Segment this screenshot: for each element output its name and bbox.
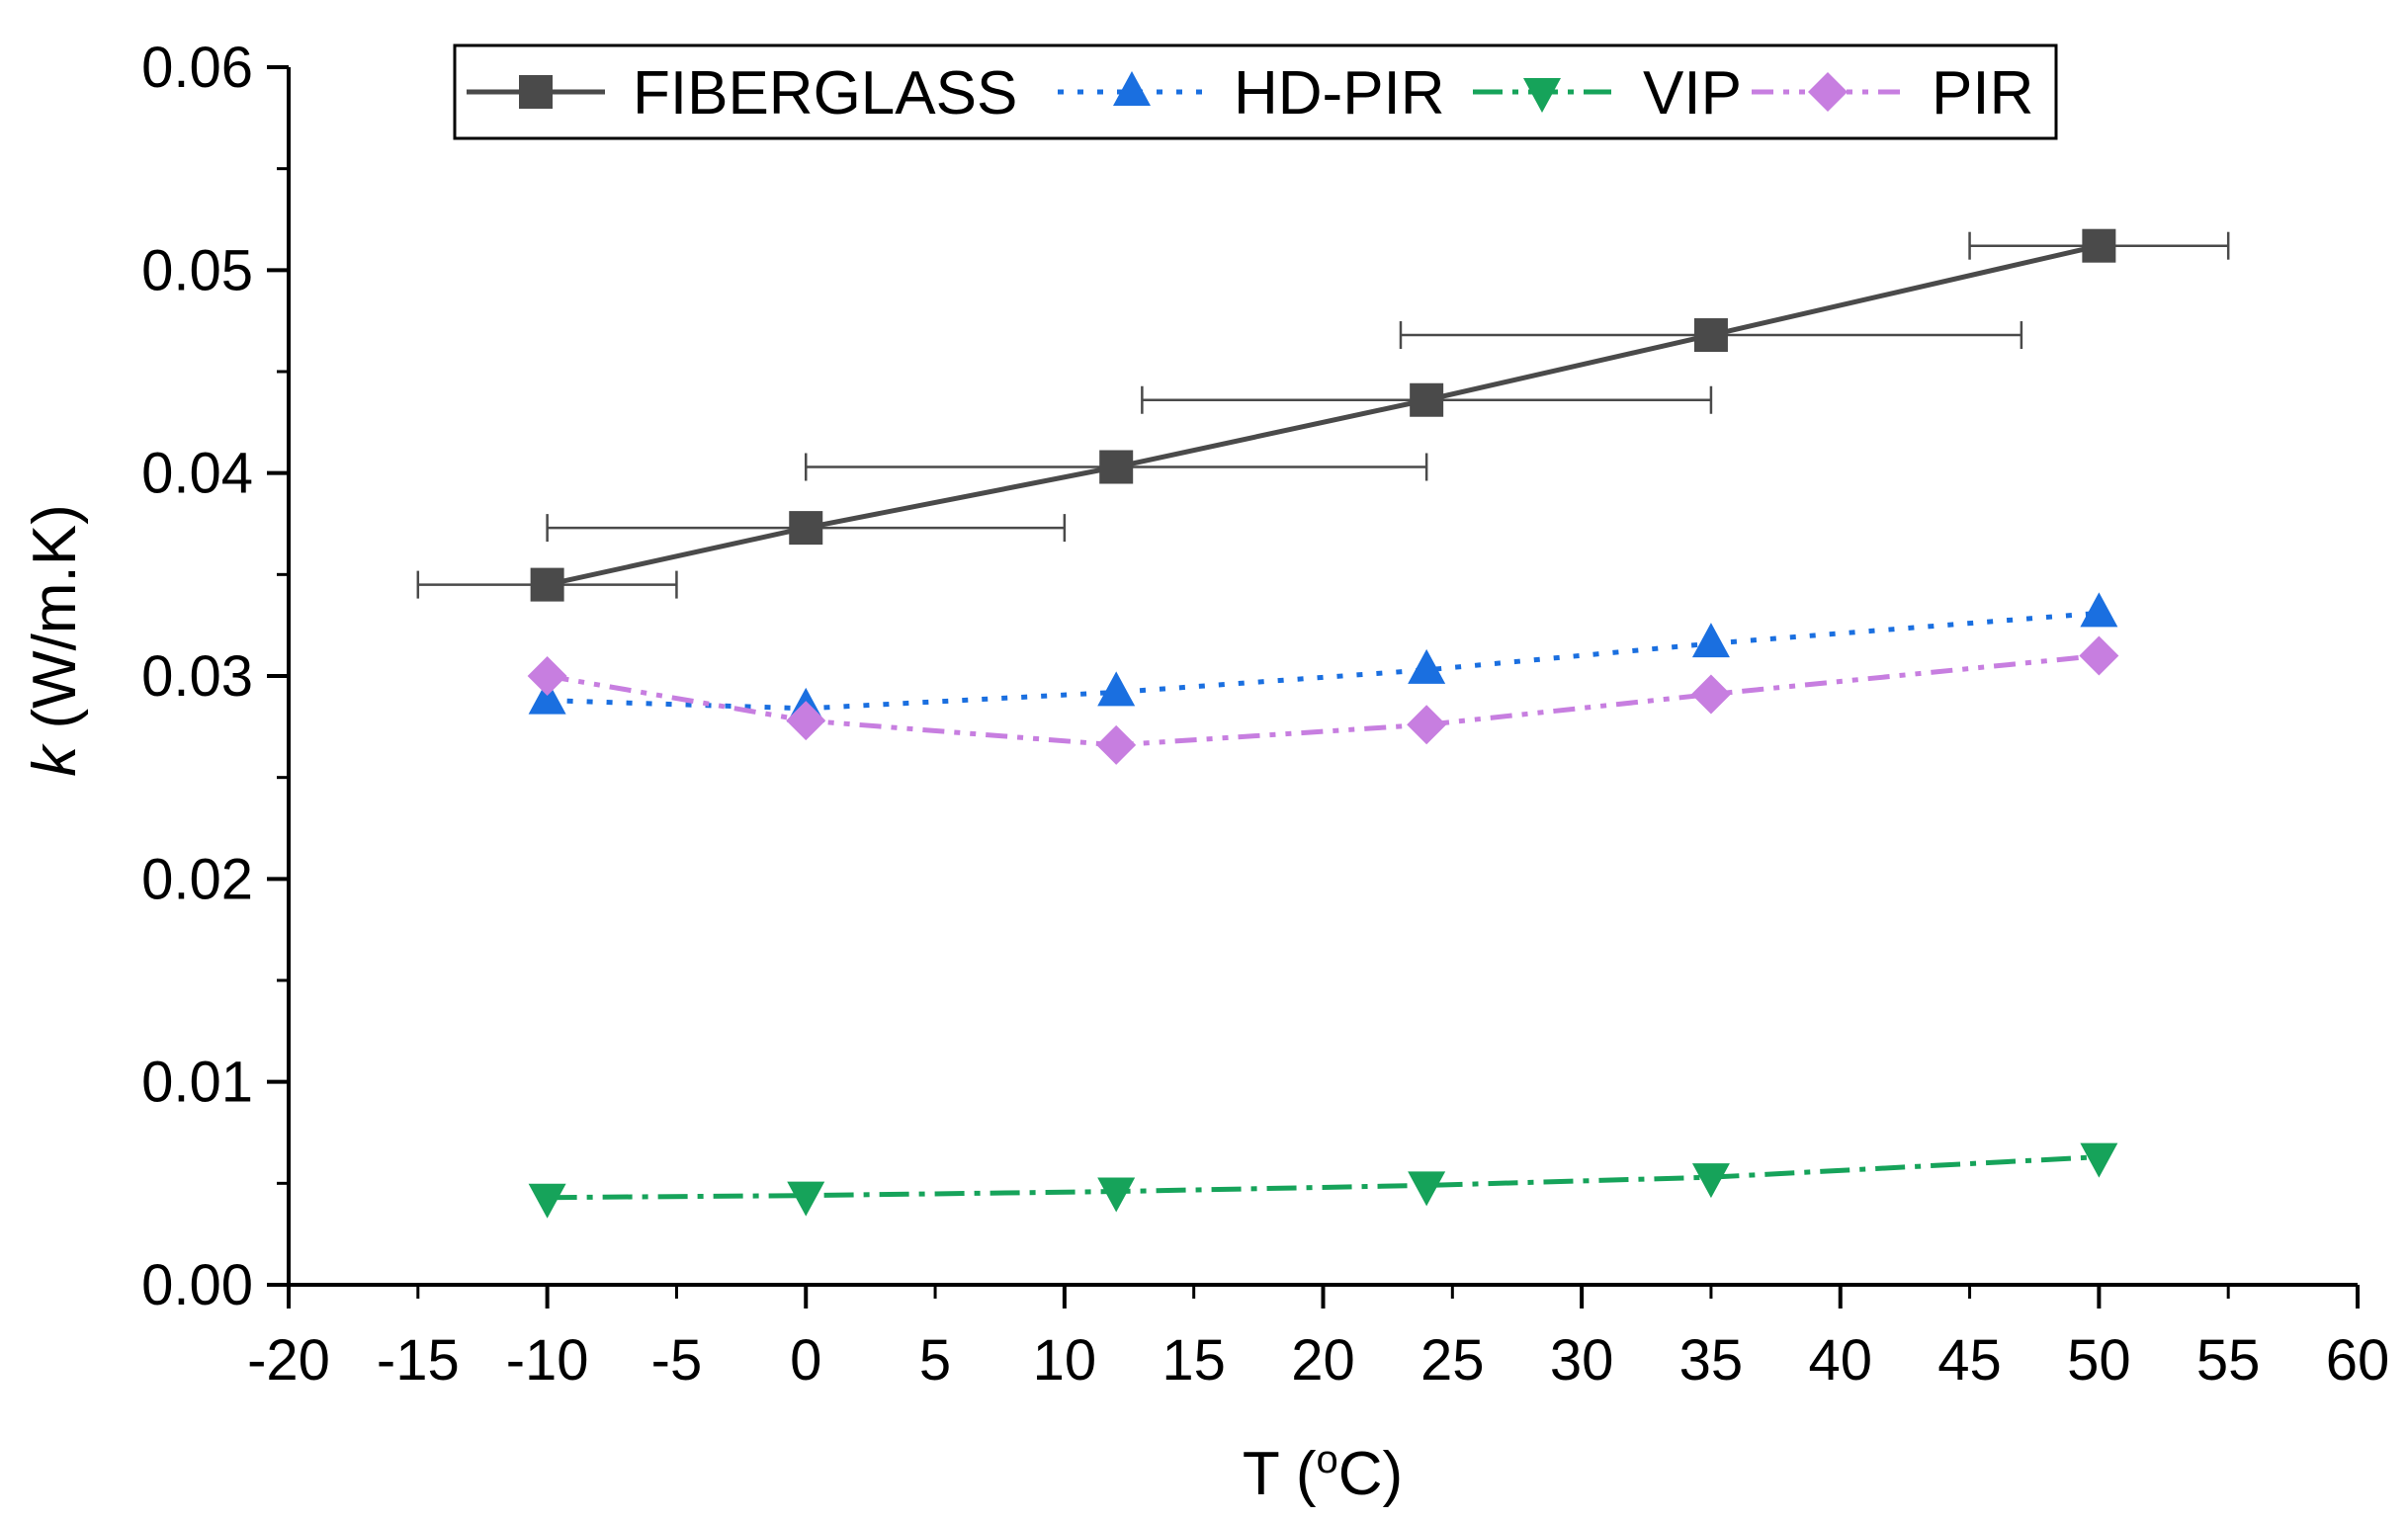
hd-pir-point: [1408, 648, 1446, 684]
y-tick-label: 0.04: [141, 442, 253, 506]
y-axis-title-italic: k: [21, 743, 89, 777]
y-tick-label: 0.02: [141, 847, 253, 911]
hd-pir-line: [547, 610, 2100, 712]
legend-items: FIBERGLASS HD-PIR VIP PIR: [467, 59, 2033, 127]
x-tick-label: -15: [377, 1328, 460, 1393]
legend-marker-fiberglass: [519, 75, 553, 109]
vip-point: [1408, 1171, 1446, 1207]
vip-point: [1097, 1177, 1136, 1213]
vip-point: [1691, 1163, 1730, 1199]
x-tick-label: 5: [919, 1328, 951, 1393]
y-tick-label: 0.03: [141, 644, 253, 709]
x-tick-label: 30: [1550, 1328, 1614, 1393]
x-tick-label: 55: [2196, 1328, 2261, 1393]
pir-point: [2079, 635, 2119, 676]
fiberglass-point: [2082, 228, 2116, 263]
y-tick-label: 0.06: [141, 36, 253, 100]
hd-pir-point: [2080, 592, 2118, 628]
legend-marker-hd-pir: [1113, 71, 1151, 106]
x-tick-label: 20: [1291, 1328, 1355, 1393]
x-tick-label: 25: [1420, 1328, 1485, 1393]
x-tick-label: 45: [1937, 1328, 2002, 1393]
fiberglass-point: [1693, 318, 1728, 353]
hd-pir-point: [1691, 623, 1730, 658]
fiberglass-point: [530, 567, 564, 602]
tick-labels: 0.00 0.01 0.02 0.03 0.04 0.05 0.06 -20 -15 -10 -5 0…: [141, 36, 2389, 1393]
x-tick-label: -20: [247, 1328, 330, 1393]
legend-label-vip: VIP: [1643, 59, 1742, 127]
axes: [267, 65, 2360, 1309]
error-bars: [416, 231, 2230, 599]
fiberglass-point: [789, 511, 823, 546]
x-tick-label: -10: [506, 1328, 589, 1393]
x-tick-label: 60: [2326, 1328, 2390, 1393]
x-tick-label: 40: [1808, 1328, 1872, 1393]
x-tick-label: 0: [790, 1328, 821, 1393]
x-axis-title-main: T (: [1243, 1440, 1317, 1508]
legend-marker-pir: [1808, 72, 1848, 112]
fiberglass-point: [1410, 382, 1444, 417]
legend-marker-vip: [1523, 78, 1561, 113]
vip-line: [547, 1154, 2100, 1201]
y-tick-label: 0.05: [141, 238, 253, 302]
fiberglass-line: [547, 243, 2100, 588]
x-axis-title-sup: o: [1316, 1438, 1337, 1481]
x-tick-label: 35: [1679, 1328, 1744, 1393]
x-tick-label: -5: [651, 1328, 703, 1393]
pir-line: [547, 652, 2100, 748]
y-axis-title-rest: (W/m.K): [21, 504, 89, 746]
legend-label-pir: PIR: [1932, 59, 2033, 127]
vip-point: [528, 1183, 566, 1219]
series-markers: [527, 228, 2119, 1219]
hd-pir-point: [1097, 671, 1136, 707]
legend: FIBERGLASS HD-PIR VIP PIR: [453, 43, 2058, 140]
pir-point: [1096, 724, 1137, 765]
series-lines: [547, 243, 2100, 1201]
y-tick-label: 0.01: [141, 1051, 253, 1115]
pir-point: [1407, 705, 1447, 745]
x-axis-title: T (oC): [1243, 1438, 1403, 1508]
x-axis-title-tail: C): [1338, 1440, 1403, 1508]
fiberglass-point: [1099, 450, 1134, 484]
hd-pir-point: [528, 679, 566, 715]
pir-point: [527, 656, 567, 696]
x-tick-label: 10: [1033, 1328, 1097, 1393]
x-tick-label: 15: [1161, 1328, 1226, 1393]
vip-point: [787, 1181, 825, 1217]
legend-label-fiberglass: FIBERGLASS: [633, 59, 1017, 127]
x-tick-label: 50: [2067, 1328, 2131, 1393]
y-tick-label: 0.00: [141, 1253, 253, 1317]
legend-label-hd-pir: HD-PIR: [1234, 59, 1445, 127]
y-axis-title: k (W/m.K): [21, 504, 89, 777]
pir-point: [1690, 674, 1731, 715]
vip-point: [2080, 1142, 2118, 1178]
pir-point: [786, 701, 826, 741]
